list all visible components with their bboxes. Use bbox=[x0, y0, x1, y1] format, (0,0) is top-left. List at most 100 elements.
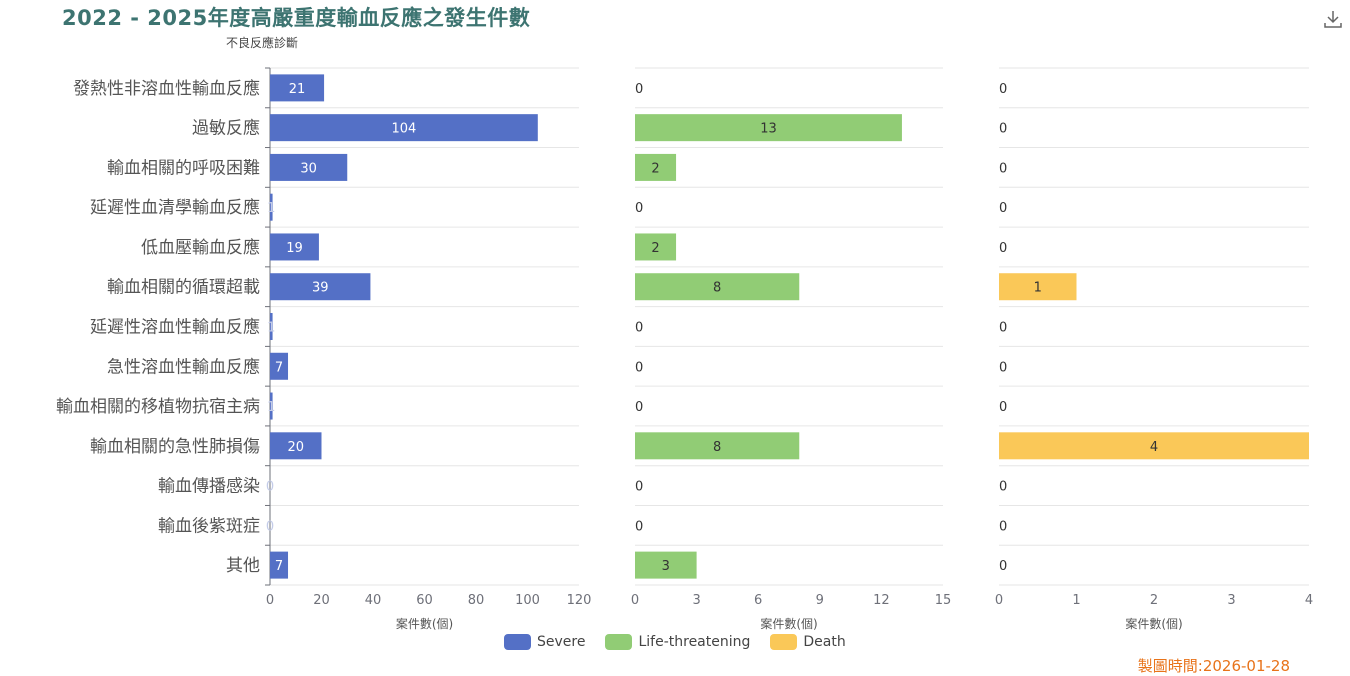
x-tick-label: 6 bbox=[754, 593, 762, 608]
legend-label: Death bbox=[803, 634, 846, 650]
bar-value-label: 1 bbox=[267, 201, 275, 216]
bar-value-label: 0 bbox=[999, 559, 1007, 574]
legend-label: Life-threatening bbox=[638, 634, 751, 650]
bar-life-threatening bbox=[635, 432, 800, 460]
bar-life-threatening bbox=[635, 551, 697, 579]
bar-value-label: 1 bbox=[267, 321, 275, 336]
bar-severe bbox=[270, 432, 322, 460]
category-label: 其他 bbox=[226, 556, 260, 576]
legend-item-severe[interactable]: Severe bbox=[504, 634, 585, 650]
bar-value-label: 0 bbox=[266, 519, 274, 534]
bar-value-label: 3 bbox=[662, 559, 670, 574]
x-tick-label: 0 bbox=[266, 593, 274, 608]
legend-item-life-threatening[interactable]: Life-threatening bbox=[605, 634, 750, 650]
legend-swatch bbox=[504, 634, 531, 650]
bar-value-label: 13 bbox=[760, 122, 777, 137]
x-tick-label: 0 bbox=[995, 593, 1003, 608]
bar-value-label: 8 bbox=[713, 440, 721, 455]
bar-value-label: 19 bbox=[286, 241, 303, 256]
bar-value-label: 1 bbox=[1034, 281, 1042, 296]
bar-value-label: 0 bbox=[635, 321, 643, 336]
bar-death bbox=[999, 273, 1077, 301]
bar-severe bbox=[270, 551, 289, 579]
x-tick-label: 0 bbox=[631, 593, 639, 608]
bar-value-label: 0 bbox=[999, 360, 1007, 375]
category-label: 輸血相關的移植物抗宿主病 bbox=[56, 397, 260, 417]
x-tick-label: 20 bbox=[313, 593, 330, 608]
bar-value-label: 0 bbox=[999, 241, 1007, 256]
legend-item-death[interactable]: Death bbox=[770, 634, 846, 650]
bar-value-label: 0 bbox=[999, 201, 1007, 216]
bar-severe bbox=[270, 74, 325, 102]
category-label: 輸血傳播感染 bbox=[158, 477, 260, 497]
bar-value-label: 0 bbox=[999, 321, 1007, 336]
bar-life-threatening bbox=[635, 233, 677, 261]
bar-value-label: 0 bbox=[266, 480, 274, 495]
category-label: 延遲性溶血性輸血反應 bbox=[90, 317, 260, 338]
category-label: 輸血後紫斑症 bbox=[158, 516, 260, 536]
bar-severe bbox=[270, 392, 273, 420]
bar-life-threatening bbox=[635, 273, 800, 301]
bar-severe bbox=[270, 193, 273, 221]
bar-value-label: 2 bbox=[651, 241, 659, 256]
bar-severe bbox=[270, 273, 371, 301]
x-tick-label: 60 bbox=[416, 593, 433, 608]
bar-value-label: 0 bbox=[635, 519, 643, 534]
bar-value-label: 0 bbox=[999, 82, 1007, 97]
category-label: 急性溶血性輸血反應 bbox=[107, 356, 260, 377]
y-axis-title: 不良反應診斷 bbox=[226, 36, 299, 50]
category-label: 延遲性血清學輸血反應 bbox=[90, 197, 260, 218]
category-label: 輸血相關的循環超載 bbox=[107, 278, 260, 298]
bar-value-label: 2 bbox=[651, 161, 659, 176]
bar-value-label: 0 bbox=[999, 122, 1007, 137]
legend: Severe Life-threatening Death bbox=[504, 634, 846, 650]
bar-value-label: 0 bbox=[999, 400, 1007, 415]
x-axis-title: 案件數(個) bbox=[396, 616, 453, 631]
x-tick-label: 3 bbox=[692, 593, 700, 608]
category-label: 低血壓輸血反應 bbox=[141, 237, 260, 258]
bar-value-label: 39 bbox=[312, 281, 329, 296]
x-tick-label: 120 bbox=[567, 593, 592, 608]
x-tick-label: 80 bbox=[468, 593, 485, 608]
x-axis-title: 案件數(個) bbox=[760, 616, 817, 631]
bar-severe bbox=[270, 352, 289, 380]
download-icon[interactable] bbox=[1322, 8, 1344, 30]
x-tick-label: 15 bbox=[935, 593, 952, 608]
bar-value-label: 1 bbox=[267, 400, 275, 415]
x-tick-label: 9 bbox=[816, 593, 824, 608]
x-tick-label: 3 bbox=[1227, 593, 1235, 608]
bar-value-label: 7 bbox=[275, 559, 283, 574]
bar-death bbox=[999, 432, 1309, 460]
category-label: 發熱性非溶血性輸血反應 bbox=[73, 78, 260, 99]
bar-value-label: 104 bbox=[391, 122, 416, 137]
chart-title: 2022 - 2025年度高嚴重度輸血反應之發生件數 bbox=[62, 6, 531, 30]
bar-value-label: 7 bbox=[275, 360, 283, 375]
bar-value-label: 8 bbox=[713, 281, 721, 296]
bar-value-label: 0 bbox=[999, 519, 1007, 534]
bar-value-label: 4 bbox=[1150, 440, 1158, 455]
chart-date: 製圖時間:2026-01-28 bbox=[1137, 657, 1290, 675]
bar-life-threatening bbox=[635, 153, 677, 181]
bar-severe bbox=[270, 153, 348, 181]
bar-value-label: 0 bbox=[635, 360, 643, 375]
x-tick-label: 12 bbox=[873, 593, 890, 608]
x-tick-label: 40 bbox=[365, 593, 382, 608]
legend-swatch bbox=[770, 634, 798, 650]
bar-severe bbox=[270, 114, 538, 142]
x-tick-label: 100 bbox=[515, 593, 540, 608]
x-axis-title: 案件數(個) bbox=[1125, 616, 1182, 631]
bar-value-label: 0 bbox=[999, 161, 1007, 176]
category-label: 過敏反應 bbox=[192, 118, 260, 139]
bar-value-label: 21 bbox=[289, 82, 306, 97]
bar-value-label: 0 bbox=[999, 480, 1007, 495]
x-tick-label: 4 bbox=[1305, 593, 1313, 608]
x-tick-label: 1 bbox=[1072, 593, 1080, 608]
bar-value-label: 20 bbox=[287, 440, 304, 455]
bar-value-label: 30 bbox=[300, 161, 317, 176]
x-tick-label: 2 bbox=[1150, 593, 1158, 608]
category-label: 輸血相關的呼吸困難 bbox=[107, 158, 260, 178]
bar-value-label: 0 bbox=[635, 82, 643, 97]
legend-swatch bbox=[605, 634, 633, 650]
bar-value-label: 0 bbox=[635, 480, 643, 495]
